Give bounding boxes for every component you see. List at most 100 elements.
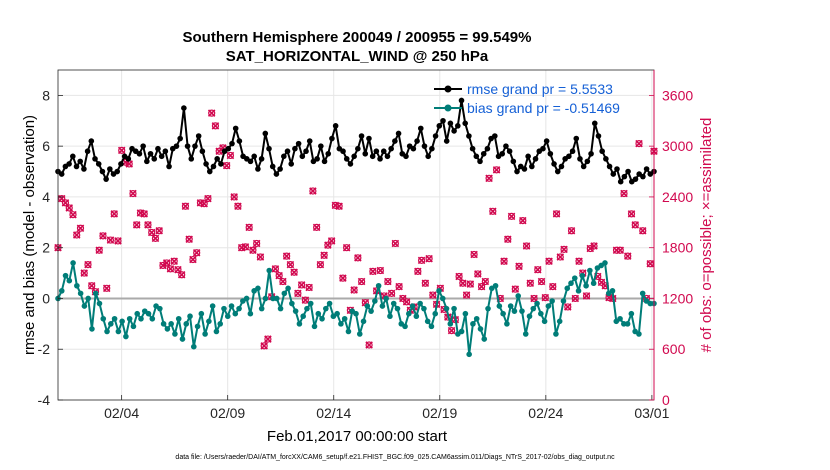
bias-point [179, 336, 186, 342]
obs-possible-point [545, 257, 553, 265]
bias-point [538, 310, 544, 317]
obs-assimilated-point [376, 266, 385, 275]
rmse-point [92, 156, 98, 162]
obs-assimilated-point [515, 262, 523, 271]
rmse-point [506, 148, 513, 155]
obs-cross-stroke [511, 285, 520, 293]
obs-cross-stroke [455, 272, 463, 281]
obs-assimilated-point [279, 277, 287, 286]
obs-assimilated-point [384, 277, 392, 286]
rmse-point [351, 153, 357, 160]
obs-cross-stroke [219, 144, 227, 152]
obs-possible-point [358, 277, 366, 286]
rmse-point [58, 171, 65, 177]
x-tick-label: 02/24 [528, 405, 563, 421]
rmse-point [136, 150, 143, 157]
obs-possible-point [305, 283, 313, 292]
rmse-series [55, 97, 657, 185]
bias-point [315, 310, 322, 317]
obs-possible-point [455, 272, 463, 281]
obs-cross-stroke [132, 221, 141, 229]
obs-cross-stroke [515, 262, 523, 271]
obs-possible-point [590, 242, 598, 250]
obs-possible-point [492, 166, 501, 174]
obs-possible-point [631, 221, 639, 229]
obs-assimilated-point [522, 242, 531, 250]
rmse-point [429, 145, 435, 152]
obs-cross-stroke [365, 341, 373, 349]
obs-possible-point [114, 237, 122, 245]
obs-assimilated-point [117, 146, 126, 155]
obs-assimilated-point [230, 193, 238, 201]
rmse-point [177, 135, 183, 142]
obs-cross-stroke [571, 294, 580, 303]
rmse-point [366, 135, 372, 142]
bias-point [541, 318, 548, 325]
obs-possible-point [646, 260, 654, 268]
obs-possible-point [530, 294, 538, 303]
rmse-point [525, 153, 531, 160]
obs-possible-point [73, 231, 81, 239]
rmse-point [410, 145, 417, 152]
rmse-point [610, 171, 617, 177]
obs-assimilated-point [429, 291, 437, 299]
y-tick-label: 2 [42, 240, 50, 256]
obs-possible-point [313, 223, 321, 231]
obs-cross-stroke [391, 239, 400, 248]
rmse-point [173, 143, 180, 149]
obs-cross-stroke [140, 210, 148, 218]
y-tick-label: 6 [42, 138, 50, 154]
obs-cross-stroke [342, 243, 351, 252]
y2-tick-label: 3600 [662, 87, 693, 103]
obs-possible-point [65, 204, 73, 212]
obs-assimilated-point [189, 255, 197, 264]
obs-cross-stroke [222, 161, 231, 170]
bias-point [553, 331, 559, 337]
obs-possible-point [369, 267, 377, 275]
bias-point [334, 310, 340, 317]
rmse-point [99, 168, 106, 175]
rmse-point [158, 153, 165, 160]
obs-possible-point [564, 303, 572, 311]
obs-possible-point [421, 279, 429, 287]
obs-assimilated-point [466, 280, 475, 288]
obs-possible-point [395, 283, 403, 291]
rmse-point [477, 158, 483, 165]
obs-cross-stroke [61, 199, 70, 207]
obs-assimilated-point [245, 223, 253, 232]
bias-point [413, 313, 420, 320]
obs-assimilated-point [72, 231, 81, 239]
obs-assimilated-point [129, 189, 137, 198]
obs-possible-point [425, 255, 433, 263]
bias-point [462, 310, 469, 317]
rmse-point [529, 163, 535, 170]
rmse-point [458, 97, 465, 104]
obs-cross-stroke [605, 293, 613, 302]
rmse-point [447, 120, 454, 127]
rmse-point [184, 143, 191, 149]
bias-point [217, 321, 224, 327]
obs-possible-point [253, 239, 261, 248]
bias-point [62, 272, 69, 279]
y2-axis-ticks: 0 600 1200 1800 2400 3000 3600 [649, 70, 693, 408]
rmse-point [425, 153, 431, 160]
obs-cross-stroke [564, 303, 572, 311]
rmse-point [340, 148, 346, 155]
obs-possible-point [391, 239, 399, 248]
obs-cross-stroke [189, 255, 197, 264]
obs-assimilated-point [342, 243, 351, 252]
rmse-point [107, 166, 113, 172]
rmse-point [151, 156, 158, 162]
obs-cross-stroke [414, 267, 422, 276]
obs-assimilated-point [155, 227, 163, 235]
obs-possible-point [144, 221, 152, 229]
bias-point [149, 315, 156, 322]
obs-cross-stroke [275, 271, 283, 280]
obs-possible-point [271, 265, 280, 273]
obs-possible-point [635, 140, 643, 148]
obs-possible-point [211, 122, 220, 130]
obs-cross-stroke [417, 256, 426, 265]
obs-assimilated-point [421, 279, 430, 287]
bias-point [224, 313, 231, 320]
bias-point [571, 275, 578, 281]
